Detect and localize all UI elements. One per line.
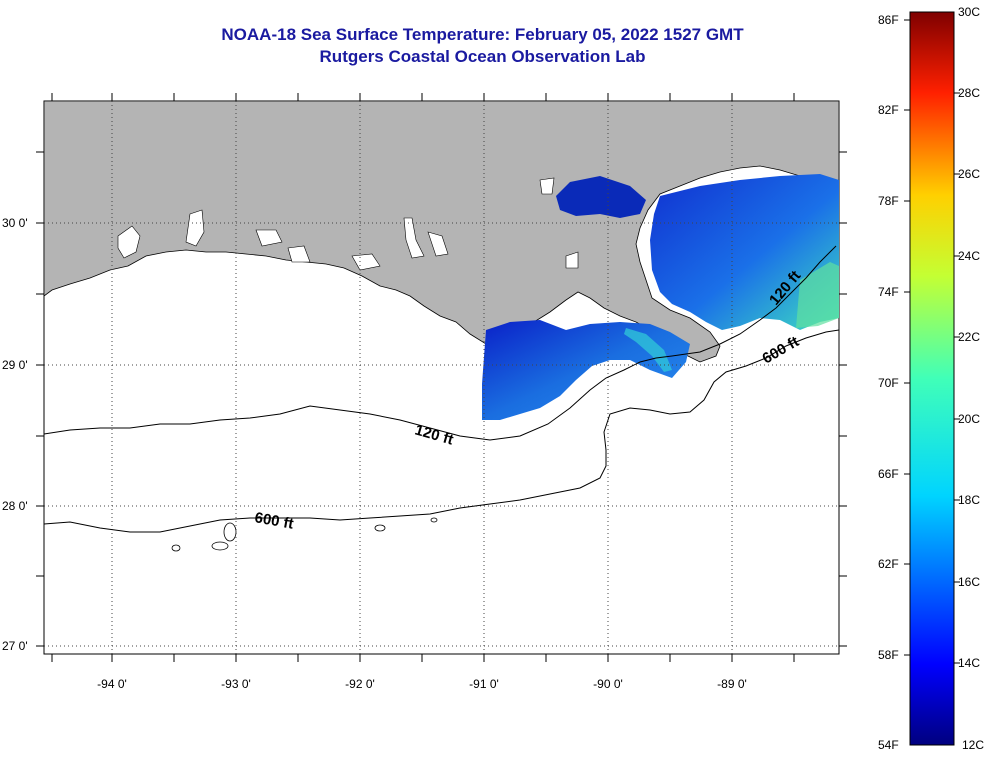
lake xyxy=(427,231,449,257)
colorbar-label-78f: 78F xyxy=(878,194,899,208)
contour-600ft xyxy=(44,329,839,533)
lake xyxy=(287,245,311,263)
lake xyxy=(117,225,141,259)
colorbar-label-24c: 24C xyxy=(958,249,980,263)
lake xyxy=(539,177,555,195)
sst-data-delta xyxy=(482,320,690,420)
sst-data-east xyxy=(650,174,839,330)
lat-label-27: 27 0' xyxy=(2,639,28,653)
colorbar-label-54f: 54F xyxy=(878,738,899,752)
axis-ticks xyxy=(36,93,847,662)
colorbar-label-58f: 58F xyxy=(878,648,899,662)
title-line-2: Rutgers Coastal Ocean Observation Lab xyxy=(319,47,646,66)
colorbar-label-70f: 70F xyxy=(878,376,899,390)
lat-label-30: 30 0' xyxy=(2,216,28,230)
colorbar-label-22c: 22C xyxy=(958,330,980,344)
lake xyxy=(351,253,381,271)
contour-label-600ft-west: 600 ft xyxy=(253,509,295,533)
sst-plume xyxy=(624,328,672,372)
colorbar xyxy=(909,11,955,746)
colorbar-label-82f: 82F xyxy=(878,103,899,117)
lon-label-92: -92 0' xyxy=(345,677,375,691)
lake xyxy=(565,251,579,269)
sst-data-north xyxy=(556,176,646,218)
land-mass xyxy=(44,101,839,363)
lat-label-28: 28 0' xyxy=(2,499,28,513)
contour-islands xyxy=(171,517,438,552)
colorbar-f-ticks xyxy=(904,19,910,656)
colorbar-label-86f: 86F xyxy=(878,13,899,27)
lat-label-29: 29 0' xyxy=(2,358,28,372)
lon-label-89: -89 0' xyxy=(717,677,747,691)
lake xyxy=(255,229,283,247)
colorbar-label-74f: 74F xyxy=(878,285,899,299)
chart-title: NOAA-18 Sea Surface Temperature: Februar… xyxy=(60,24,905,68)
lon-label-91: -91 0' xyxy=(469,677,499,691)
lon-label-93: -93 0' xyxy=(221,677,251,691)
colorbar-c-ticks xyxy=(954,92,960,664)
contour-120ft xyxy=(44,245,837,441)
colorbar-label-30c: 30C xyxy=(958,5,980,19)
colorbar-label-18c: 18C xyxy=(958,493,980,507)
lon-label-90: -90 0' xyxy=(593,677,623,691)
lake xyxy=(185,209,205,247)
colorbar-label-66f: 66F xyxy=(878,467,899,481)
title-line-1: NOAA-18 Sea Surface Temperature: Februar… xyxy=(221,25,744,44)
colorbar-label-28c: 28C xyxy=(958,86,980,100)
sst-warm-patch xyxy=(796,262,839,328)
graticule xyxy=(44,101,839,654)
colorbar-label-12c: 12C xyxy=(962,738,984,752)
colorbar-label-26c: 26C xyxy=(958,167,980,181)
colorbar-label-16c: 16C xyxy=(958,575,980,589)
colorbar-label-62f: 62F xyxy=(878,557,899,571)
lon-label-94: -94 0' xyxy=(97,677,127,691)
colorbar-label-20c: 20C xyxy=(958,412,980,426)
lake xyxy=(403,217,425,259)
colorbar-label-14c: 14C xyxy=(958,656,980,670)
